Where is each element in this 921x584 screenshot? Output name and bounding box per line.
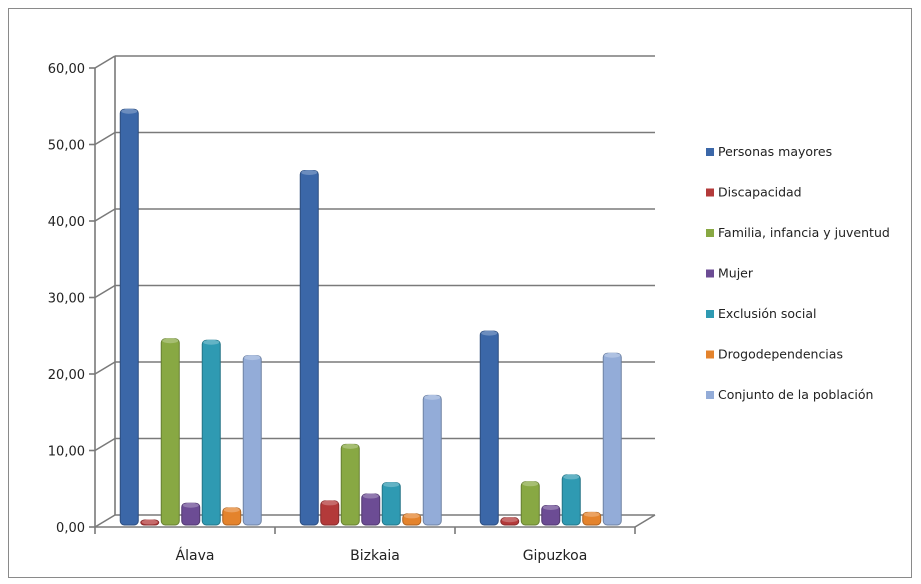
y-tick-label: 20,00: [48, 368, 85, 383]
gridline-depth: [94, 131, 116, 146]
x-tick-label: Álava: [176, 547, 215, 564]
bar-top: [481, 330, 498, 336]
floor-side-edge: [634, 514, 656, 528]
legend-swatch: [706, 148, 714, 156]
x-tick-label: Bizkaia: [350, 548, 400, 564]
bar-top: [223, 507, 240, 513]
chart-frame: [8, 8, 912, 578]
bar-top: [321, 500, 338, 506]
legend-label: Exclusión social: [718, 306, 817, 321]
bar: [299, 169, 319, 526]
bar-top: [583, 511, 600, 517]
bar-top: [424, 394, 441, 400]
bar-top: [203, 339, 220, 345]
bar-top: [301, 169, 318, 175]
x-tick-label: Gipuzkoa: [523, 548, 588, 564]
y-tick-label: 40,00: [48, 215, 85, 230]
gridline-depth: [94, 55, 116, 69]
gridline-depth: [94, 208, 116, 222]
y-tick-label: 60,00: [48, 62, 85, 77]
legend-label: Drogodependencias: [718, 347, 843, 362]
bar-top: [501, 517, 518, 523]
gridline-depth: [94, 361, 116, 375]
y-tick-label: 30,00: [48, 292, 85, 307]
bar: [479, 330, 499, 526]
bar: [160, 338, 180, 526]
bar: [602, 352, 622, 526]
axis-layer: 0,00 10,00 20,00 30,00 40,00 50,00 60,00 Álava B…: [48, 62, 656, 564]
bar-top: [403, 513, 420, 519]
bar-top: [563, 474, 580, 480]
bar-top: [141, 519, 158, 525]
bar-top: [383, 482, 400, 488]
bar-top: [542, 505, 559, 511]
legend-label: Mujer: [718, 266, 754, 281]
legend-swatch: [706, 188, 714, 197]
bar-top: [182, 502, 199, 508]
bar: [361, 493, 381, 526]
y-tick-label: 50,00: [48, 139, 85, 154]
bar-top: [121, 108, 138, 114]
bar: [201, 339, 221, 526]
bar-top: [162, 338, 179, 344]
bar-top: [362, 493, 379, 499]
legend-swatch: [706, 350, 714, 359]
bar: [340, 443, 360, 526]
legend-label: Discapacidad: [718, 185, 802, 200]
bar: [381, 482, 401, 526]
bar: [119, 108, 139, 526]
bars-layer: [119, 108, 622, 526]
bar: [561, 474, 581, 526]
y-tick-label: 10,00: [48, 445, 85, 460]
bar-top: [604, 352, 621, 358]
bar: [422, 394, 442, 526]
bar-top: [342, 443, 359, 449]
legend-swatch: [706, 310, 714, 318]
legend-swatch: [706, 229, 714, 237]
legend: Personas mayores Discapacidad Familia, inf…: [706, 144, 890, 402]
legend-label: Conjunto de la población: [718, 387, 873, 402]
legend-swatch: [706, 391, 714, 399]
bar: [242, 355, 262, 526]
legend-swatch: [706, 269, 714, 278]
bar-top: [522, 481, 539, 487]
gridline-depth: [94, 437, 116, 452]
y-tick-label: 0,00: [56, 521, 85, 536]
legend-label: Personas mayores: [718, 144, 832, 159]
legend-label: Familia, infancia y juventud: [718, 225, 890, 240]
bar: [520, 481, 540, 526]
gridline-depth: [94, 284, 116, 299]
gridline-depth: [94, 514, 116, 528]
bar-top: [244, 355, 261, 361]
